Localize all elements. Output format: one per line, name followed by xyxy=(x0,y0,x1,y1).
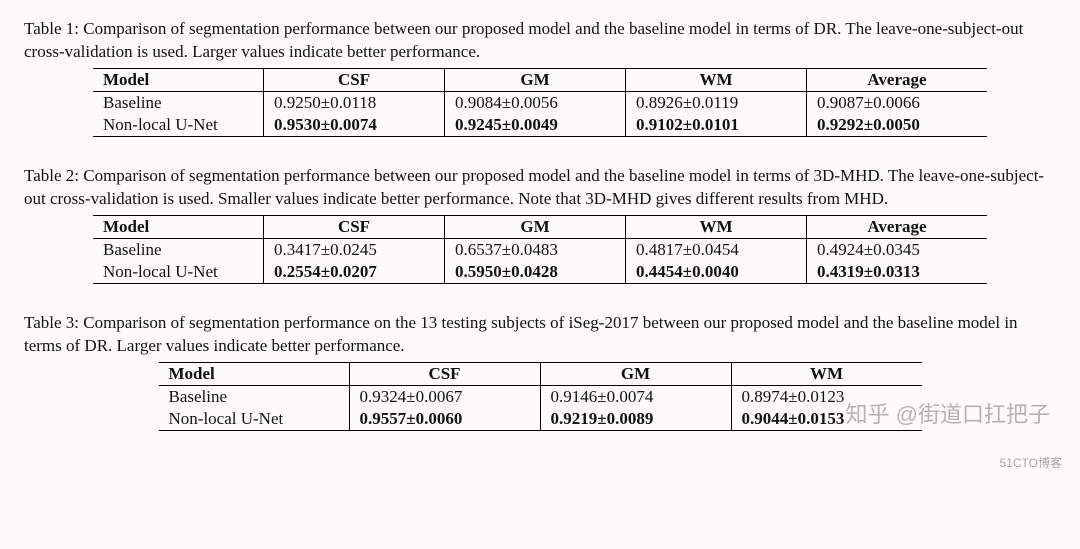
model-cell: Non-local U-Net xyxy=(93,261,264,284)
column-header: CSF xyxy=(349,362,540,385)
column-header: Average xyxy=(807,215,988,238)
column-header: GM xyxy=(540,362,731,385)
value-cell: 0.9557±0.0060 xyxy=(349,408,540,431)
value-cell: 0.9044±0.0153 xyxy=(731,408,922,431)
model-cell: Baseline xyxy=(93,238,264,261)
value-cell: 0.9292±0.0050 xyxy=(807,114,988,137)
column-header: WM xyxy=(626,215,807,238)
model-cell: Non-local U-Net xyxy=(93,114,264,137)
value-cell: 0.6537±0.0483 xyxy=(445,238,626,261)
column-header: CSF xyxy=(264,215,445,238)
data-table: ModelCSFGMWMAverage Baseline0.9250±0.0118… xyxy=(93,68,987,137)
column-header: GM xyxy=(445,68,626,91)
value-cell: 0.9146±0.0074 xyxy=(540,385,731,408)
value-cell: 0.8974±0.0123 xyxy=(731,385,922,408)
value-cell: 0.2554±0.0207 xyxy=(264,261,445,284)
table-block: Table 1: Comparison of segmentation perf… xyxy=(24,18,1056,137)
column-header: Model xyxy=(159,362,350,385)
value-cell: 0.5950±0.0428 xyxy=(445,261,626,284)
value-cell: 0.9102±0.0101 xyxy=(626,114,807,137)
tables-root: Table 1: Comparison of segmentation perf… xyxy=(24,18,1056,431)
data-table: ModelCSFGMWMAverage Baseline0.3417±0.0245… xyxy=(93,215,987,284)
model-cell: Baseline xyxy=(93,91,264,114)
table-caption: Table 3: Comparison of segmentation perf… xyxy=(24,312,1056,358)
column-header: CSF xyxy=(264,68,445,91)
model-cell: Baseline xyxy=(159,385,350,408)
value-cell: 0.4319±0.0313 xyxy=(807,261,988,284)
table-caption: Table 2: Comparison of segmentation perf… xyxy=(24,165,1056,211)
value-cell: 0.9250±0.0118 xyxy=(264,91,445,114)
column-header: Average xyxy=(807,68,988,91)
model-cell: Non-local U-Net xyxy=(159,408,350,431)
value-cell: 0.3417±0.0245 xyxy=(264,238,445,261)
table-caption: Table 1: Comparison of segmentation perf… xyxy=(24,18,1056,64)
column-header: WM xyxy=(731,362,922,385)
value-cell: 0.9084±0.0056 xyxy=(445,91,626,114)
value-cell: 0.8926±0.0119 xyxy=(626,91,807,114)
table-block: Table 2: Comparison of segmentation perf… xyxy=(24,165,1056,284)
table-block: Table 3: Comparison of segmentation perf… xyxy=(24,312,1056,431)
footer-source: 51CTO博客 xyxy=(1000,454,1062,471)
column-header: WM xyxy=(626,68,807,91)
value-cell: 0.4817±0.0454 xyxy=(626,238,807,261)
value-cell: 0.9324±0.0067 xyxy=(349,385,540,408)
value-cell: 0.9245±0.0049 xyxy=(445,114,626,137)
column-header: Model xyxy=(93,215,264,238)
column-header: GM xyxy=(445,215,626,238)
value-cell: 0.9219±0.0089 xyxy=(540,408,731,431)
value-cell: 0.4454±0.0040 xyxy=(626,261,807,284)
value-cell: 0.4924±0.0345 xyxy=(807,238,988,261)
value-cell: 0.9530±0.0074 xyxy=(264,114,445,137)
column-header: Model xyxy=(93,68,264,91)
value-cell: 0.9087±0.0066 xyxy=(807,91,988,114)
data-table: ModelCSFGMWM Baseline0.9324±0.00670.9146±… xyxy=(159,362,922,431)
